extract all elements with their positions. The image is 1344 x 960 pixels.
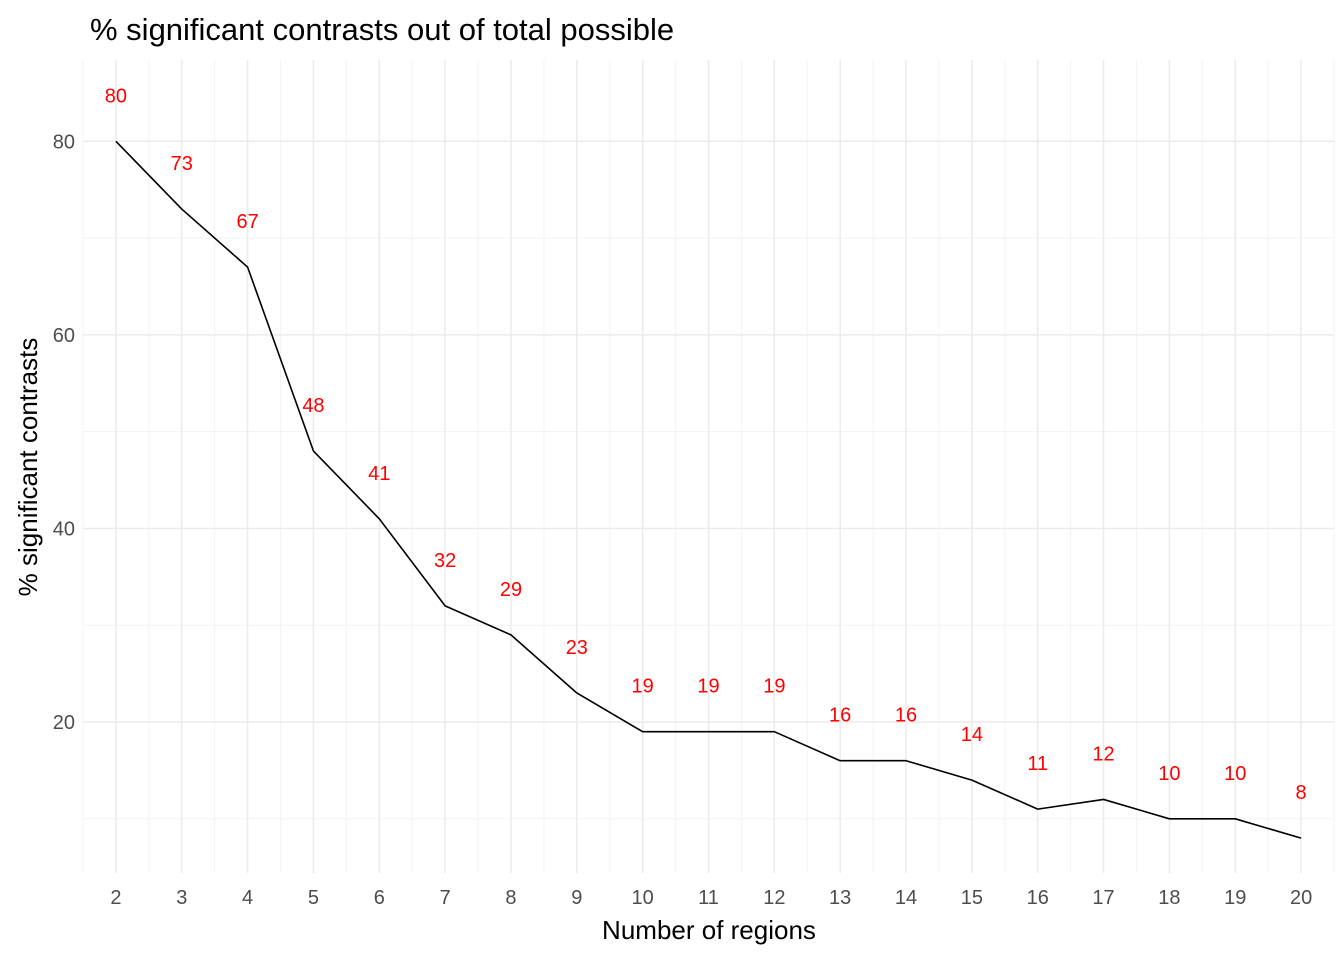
data-label: 16 [895,705,917,727]
x-tick-label: 12 [763,887,785,909]
data-label: 19 [632,676,654,698]
data-label: 29 [500,579,522,601]
x-axis-title: Number of regions [602,915,816,945]
x-tick-label: 8 [505,887,516,909]
data-label: 19 [763,676,785,698]
x-tick-label: 20 [1290,887,1312,909]
data-label: 11 [1027,753,1048,775]
y-tick-label: 40 [53,518,75,540]
y-tick-label: 20 [53,712,75,734]
series-line [115,140,1302,839]
x-tick-label: 15 [961,887,983,909]
x-axis-tick-labels: 2 3 4 5 6 7 8 9 10 11 12 13 14 15 16 17 18 19 20 [110,887,1312,909]
minor-gridlines [82,60,1335,873]
x-tick-label: 3 [176,887,187,909]
data-labels: 80 73 67 48 41 32 29 23 19 19 19 16 16 14 11 12 10 10 8 [105,85,1307,804]
data-label: 16 [829,705,851,727]
x-tick-label: 9 [571,887,582,909]
x-tick-label: 16 [1027,887,1049,909]
x-tick-label: 2 [110,887,121,909]
data-label: 73 [171,153,193,175]
data-label: 10 [1224,763,1246,785]
x-tick-label: 6 [374,887,385,909]
data-label: 14 [961,724,983,746]
chart-title: % significant contrasts out of total pos… [90,12,674,47]
x-tick-label: 13 [829,887,851,909]
y-tick-label: 60 [53,325,75,347]
y-tick-label: 80 [53,131,75,153]
data-label: 12 [1092,743,1114,765]
data-label: 19 [697,676,719,698]
x-tick-label: 5 [308,887,319,909]
major-gridlines [83,60,1334,873]
data-label: 80 [105,85,127,107]
data-label: 23 [566,637,588,659]
x-tick-label: 14 [895,887,917,909]
data-label: 10 [1158,763,1180,785]
data-label: 32 [434,550,456,572]
data-label: 41 [368,463,390,485]
data-label: 48 [302,395,324,417]
x-tick-label: 7 [440,887,451,909]
y-axis-title: % significant contrasts [13,338,43,597]
x-tick-label: 19 [1224,887,1246,909]
x-tick-label: 18 [1158,887,1180,909]
x-tick-label: 11 [698,887,719,909]
y-axis-tick-labels: 20 40 60 80 [53,131,75,734]
data-label: 67 [236,211,258,233]
data-label: 8 [1296,782,1307,804]
x-tick-label: 17 [1092,887,1114,909]
x-tick-label: 10 [632,887,654,909]
x-tick-label: 4 [242,887,253,909]
